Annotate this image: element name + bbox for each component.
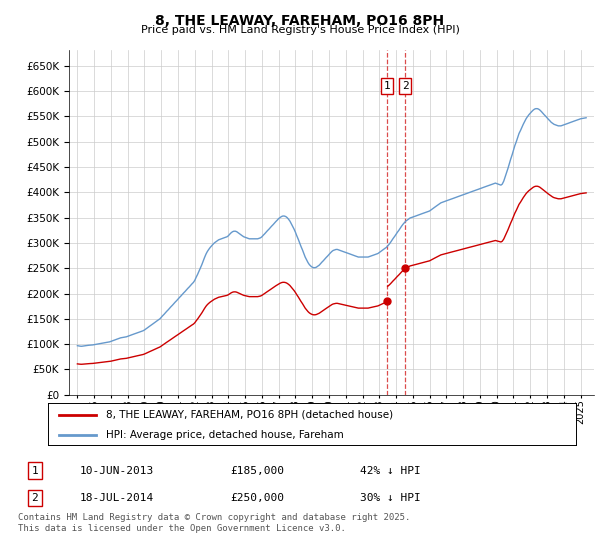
Text: Price paid vs. HM Land Registry's House Price Index (HPI): Price paid vs. HM Land Registry's House … xyxy=(140,25,460,35)
Text: 30% ↓ HPI: 30% ↓ HPI xyxy=(360,493,421,503)
Text: 42% ↓ HPI: 42% ↓ HPI xyxy=(360,465,421,475)
Text: £185,000: £185,000 xyxy=(230,465,284,475)
Text: Contains HM Land Registry data © Crown copyright and database right 2025.
This d: Contains HM Land Registry data © Crown c… xyxy=(18,513,410,533)
Text: 8, THE LEAWAY, FAREHAM, PO16 8PH (detached house): 8, THE LEAWAY, FAREHAM, PO16 8PH (detach… xyxy=(106,410,393,420)
Text: HPI: Average price, detached house, Fareham: HPI: Average price, detached house, Fare… xyxy=(106,430,344,440)
Text: 1: 1 xyxy=(32,465,38,475)
Text: 18-JUL-2014: 18-JUL-2014 xyxy=(80,493,154,503)
Text: 2: 2 xyxy=(32,493,38,503)
Text: £250,000: £250,000 xyxy=(230,493,284,503)
Text: 8, THE LEAWAY, FAREHAM, PO16 8PH: 8, THE LEAWAY, FAREHAM, PO16 8PH xyxy=(155,14,445,28)
Text: 10-JUN-2013: 10-JUN-2013 xyxy=(80,465,154,475)
Text: 1: 1 xyxy=(383,81,390,91)
Text: 2: 2 xyxy=(402,81,409,91)
